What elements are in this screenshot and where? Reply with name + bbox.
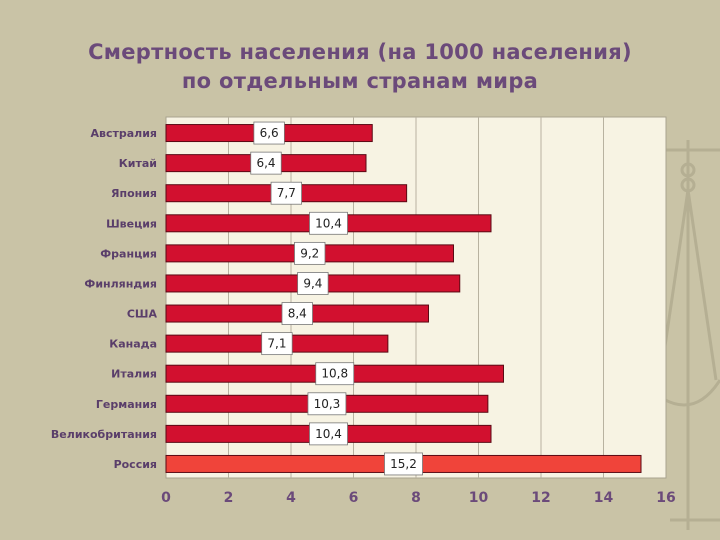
- x-tick-label: 0: [161, 490, 171, 506]
- x-tick-label: 2: [224, 490, 234, 506]
- data-label: 7,7: [277, 186, 296, 200]
- data-label-box: [309, 211, 348, 235]
- x-tick-label: 12: [531, 490, 550, 506]
- category-label: Китай: [119, 157, 157, 170]
- data-label-box: [253, 121, 285, 145]
- category-label: США: [127, 308, 158, 321]
- data-label-box: [307, 392, 347, 416]
- category-label: Франция: [100, 247, 157, 260]
- x-tick-label: 16: [656, 490, 675, 506]
- data-label: 10,3: [314, 397, 341, 411]
- data-label-box: [297, 272, 329, 295]
- category-label: Великобритания: [51, 428, 157, 441]
- chart-title: Смертность населения (на 1000 населения)…: [0, 38, 720, 96]
- category-label: Россия: [114, 458, 157, 471]
- category-label: Финляндия: [84, 277, 157, 290]
- data-label-box: [384, 452, 423, 476]
- data-label: 10,4: [315, 216, 342, 230]
- data-label: 7,1: [267, 337, 286, 351]
- data-label-box: [294, 241, 326, 265]
- category-label: Австралия: [91, 127, 158, 140]
- data-label-box: [281, 302, 313, 325]
- data-label-box: [309, 422, 348, 446]
- data-label: 15,2: [390, 457, 417, 471]
- data-label-box: [261, 332, 293, 356]
- data-label: 6,6: [260, 126, 279, 140]
- data-label: 9,2: [300, 246, 319, 260]
- category-label: Канада: [109, 338, 157, 351]
- data-label: 6,4: [256, 156, 275, 170]
- data-label: 10,4: [315, 427, 342, 441]
- data-label: 9,4: [303, 276, 322, 290]
- category-label: Швеция: [106, 217, 157, 230]
- x-tick-label: 6: [349, 490, 359, 506]
- data-label-box: [315, 362, 355, 386]
- data-label-box: [270, 181, 302, 205]
- data-label-box: [250, 151, 282, 175]
- x-tick-label: 8: [411, 490, 421, 506]
- data-label: 10,8: [321, 367, 348, 381]
- chart-title-line2: по отдельным странам мира: [181, 69, 539, 93]
- data-label: 8,4: [288, 307, 307, 321]
- category-label: Германия: [96, 398, 157, 411]
- x-tick-label: 14: [594, 490, 614, 506]
- x-tick-label: 4: [286, 490, 296, 506]
- category-label: Япония: [111, 187, 157, 200]
- chart-title-line1: Смертность населения (на 1000 населения): [88, 40, 632, 64]
- x-tick-label: 10: [469, 490, 489, 506]
- category-label: Италия: [111, 368, 157, 381]
